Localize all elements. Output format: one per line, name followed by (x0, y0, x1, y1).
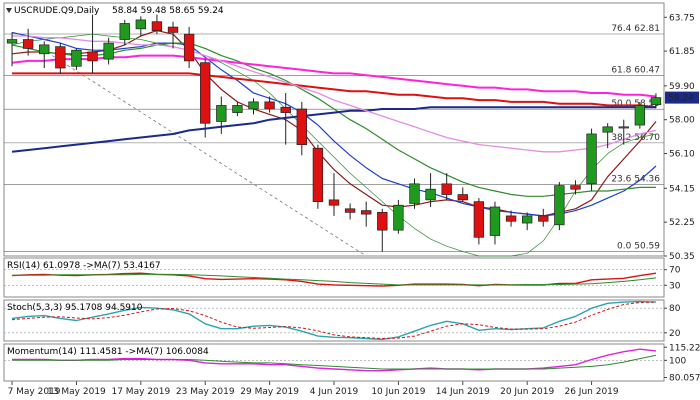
x-tick-label: 14 Jun 2019 (436, 387, 490, 397)
main-title: USCRUDE.Q9,Daily (14, 6, 100, 16)
candle-body (264, 101, 275, 110)
candle-body (377, 211, 388, 231)
ma-line-5 (12, 72, 657, 109)
candle-body (634, 105, 646, 126)
indicator-panel-frame (3, 257, 665, 298)
indicator-tick-label: 100 (669, 356, 686, 366)
ma-line-1 (11, 31, 657, 217)
fib-label: 50.0 58.59 (611, 99, 660, 109)
candle-body (586, 133, 597, 185)
candle-body (425, 188, 436, 201)
x-tick-label: 13 May 2019 (47, 387, 106, 397)
candle-body (602, 126, 613, 133)
x-tick-label: 7 May 2019 (8, 387, 61, 397)
x-tick-label: 10 Jun 2019 (371, 387, 425, 397)
ma-line-7 (12, 35, 657, 153)
y-tick-label: 63.75 (669, 13, 695, 23)
indicator-tick-label: 70 (669, 266, 681, 276)
fib-label: 23.6 54.36 (611, 175, 660, 185)
indicator-tick-label: 115.2206 (669, 343, 700, 353)
candle-body (183, 33, 195, 62)
candle-body (538, 215, 549, 222)
x-tick-label: 4 Jun 2019 (310, 387, 359, 397)
candle-body (200, 62, 211, 124)
ma-line-3 (11, 33, 657, 257)
y-tick-label: 61.85 (669, 47, 695, 57)
candle-body (248, 101, 259, 110)
candle-body (71, 49, 82, 67)
y-tick-label: 50.35 (669, 252, 695, 262)
candle-body (344, 208, 356, 213)
indicator-title: Momentum(14) 111.4581 ->MA(7) 106.0084 (7, 347, 209, 357)
indicator-line-0 (11, 300, 657, 341)
trend-line (52, 55, 367, 257)
indicator-title: RSI(14) 61.0978 ->MA(7) 53.4167 (7, 261, 161, 271)
indicator-panel-frame (3, 343, 665, 382)
candle-body (457, 194, 468, 201)
indicator-panel-frame (3, 299, 665, 342)
candle-body (296, 108, 307, 145)
indicator-line-1 (11, 301, 657, 339)
candle-body (103, 42, 114, 60)
candle-body (650, 97, 662, 106)
candle-body (409, 183, 420, 204)
candle-body (55, 46, 66, 69)
x-tick-label: 29 May 2019 (240, 387, 299, 397)
candle-body (216, 105, 227, 122)
indicator-line-1 (12, 354, 657, 370)
y-tick-label: 58.00 (669, 116, 695, 126)
candle-body (554, 185, 565, 226)
last-price-label: 59.24 (668, 94, 694, 104)
y-tick-label: 59.90 (669, 82, 695, 92)
y-tick-label: 56.10 (669, 150, 695, 160)
candle-body (167, 26, 179, 33)
dropdown-icon (6, 8, 12, 13)
last-price-tag (665, 91, 699, 104)
x-tick-label: 26 Jun 2019 (564, 387, 618, 397)
candle-body (361, 210, 372, 215)
candle-body (521, 215, 533, 224)
indicator-line-1 (12, 273, 657, 286)
ohlc-header: 58.84 59.48 58.65 59.24 (112, 6, 224, 16)
ma-line-6 (11, 106, 656, 153)
indicator-line-0 (12, 348, 657, 372)
candle-body (328, 199, 340, 206)
y-tick-label: 52.25 (669, 218, 695, 228)
candle-body (232, 105, 243, 113)
indicator-tick-label: 80.0576 (669, 374, 700, 384)
candle-body (618, 126, 629, 129)
fib-label: 76.4 62.81 (611, 24, 660, 34)
candle-body (473, 201, 485, 238)
candle-body (119, 23, 130, 40)
x-tick-label: 17 May 2019 (111, 387, 170, 397)
indicator-tick-label: 80 (669, 304, 681, 314)
x-tick-label: 23 May 2019 (176, 387, 235, 397)
candle-body (151, 21, 163, 31)
candle-body (39, 44, 50, 55)
candle-body (393, 204, 404, 231)
indicator-tick-label: 30 (669, 281, 681, 291)
candle-body (312, 147, 324, 203)
candle-body (6, 39, 18, 44)
candle-body (489, 206, 501, 236)
candle-body (87, 51, 98, 62)
fib-label: 38.2 56.70 (611, 133, 660, 143)
candle-body (135, 19, 147, 30)
candle-body (280, 106, 291, 113)
y-tick-label: 54.15 (669, 184, 695, 194)
candle-body (441, 183, 452, 195)
ma-line-4 (11, 54, 657, 98)
indicator-title: Stoch(5,3,3) 95.1708 94.5910 (7, 303, 143, 313)
x-tick-label: 20 Jun 2019 (500, 387, 554, 397)
candle-body (570, 185, 581, 190)
fib-label: 0.0 50.59 (617, 242, 660, 252)
candle-body (505, 215, 517, 222)
ma-line-2 (11, 42, 656, 197)
fib-label: 61.8 60.47 (611, 66, 660, 76)
candle-body (22, 39, 34, 49)
indicator-tick-label: 20 (669, 329, 681, 339)
